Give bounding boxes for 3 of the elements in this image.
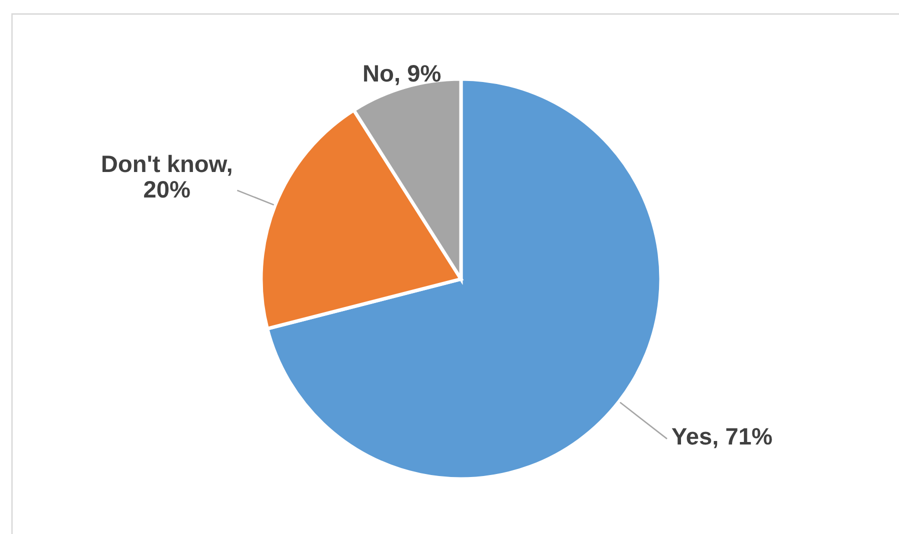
slice-label: Yes, 71% — [672, 428, 772, 448]
slice-label: Don't know, 20% — [102, 154, 232, 198]
slice-label: No, 9% — [364, 65, 441, 86]
